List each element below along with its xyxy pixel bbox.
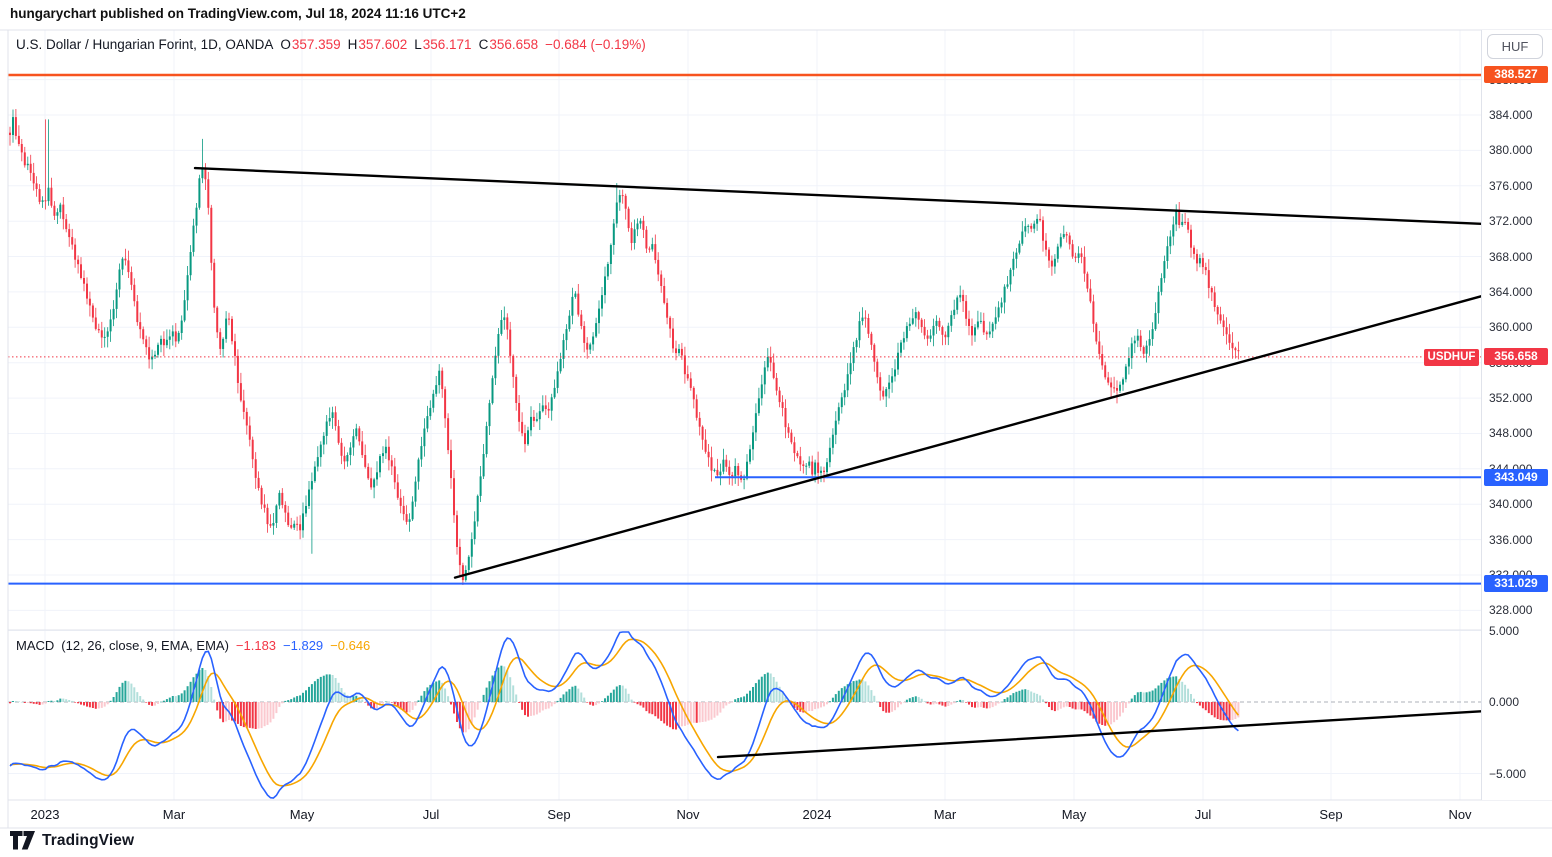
symbol-legend: U.S. Dollar / Hungarian Forint, 1D, OAND…	[16, 37, 646, 52]
price-tick-label: 376.000	[1489, 179, 1533, 193]
time-axis-month-label: Sep	[547, 807, 571, 822]
macd-line-value: −1.829	[283, 638, 324, 653]
ohlc-open: O357.359	[280, 37, 341, 52]
support-level-badge-2: 331.029	[1484, 575, 1548, 592]
time-axis-month-label: May	[1061, 807, 1087, 822]
price-tick-label: 364.000	[1489, 285, 1533, 299]
macd-tick-label: 0.000	[1489, 695, 1520, 709]
price-tick-label: 348.000	[1489, 426, 1533, 440]
price-tick-label: 340.000	[1489, 497, 1533, 511]
time-axis-month-label: May	[289, 807, 315, 822]
time-axis-month-label: Jul	[1194, 807, 1212, 822]
price-tick-label: 368.000	[1489, 250, 1533, 264]
price-tick-label: 352.000	[1489, 391, 1533, 405]
macd-series	[9, 631, 1240, 799]
macd-histogram-value: −1.183	[235, 638, 277, 653]
resistance-level-badge: 388.527	[1484, 66, 1548, 83]
macd-tick-label: 5.000	[1489, 624, 1520, 638]
tradingview-logo[interactable]: TradingView	[10, 831, 134, 850]
price-tick-label: 360.000	[1489, 320, 1533, 334]
price-tick-label: 380.000	[1489, 143, 1533, 157]
time-axis-month-label: Mar	[933, 807, 957, 822]
time-axis-year-label: 2023	[30, 807, 60, 822]
macd-ascending-trendline	[716, 710, 1483, 759]
tradingview-wordmark: TradingView	[42, 831, 135, 849]
ascending-support-trendline	[453, 295, 1483, 579]
time-axis-month-label: Sep	[1319, 807, 1343, 822]
time-axis-month-label: Nov	[676, 807, 700, 822]
price-tick-label: 384.000	[1489, 108, 1533, 122]
tradingview-logo-icon	[10, 831, 35, 850]
candlestick-series	[9, 109, 1240, 585]
ohlc-low: L356.171	[414, 37, 472, 52]
time-axis[interactable]: 2023 Mar May Jul Sep Nov 2024 Mar May Jul Sep Nov	[0, 801, 1481, 828]
time-axis-month-label: Nov	[1448, 807, 1472, 822]
macd-legend: MACD (12, 26, close, 9, EMA, EMA) −1.183…	[16, 638, 370, 653]
time-axis-month-label: Jul	[422, 807, 440, 822]
ohlc-high: H357.602	[347, 37, 408, 52]
descending-resistance-trendline	[193, 166, 1483, 226]
macd-signal-value: −0.646	[330, 638, 371, 653]
current-price-badge: 356.658	[1484, 348, 1548, 365]
price-change: −0.684 (−0.19%)	[545, 37, 646, 52]
price-tick-label: 328.000	[1489, 603, 1533, 617]
price-tick-label: 336.000	[1489, 533, 1533, 547]
ohlc-close: C356.658	[478, 37, 539, 52]
currency-toggle-button[interactable]: HUF	[1487, 34, 1543, 59]
time-axis-year-label: 2024	[802, 807, 832, 822]
support-level-badge-1: 343.049	[1484, 469, 1548, 486]
price-tick-label: 372.000	[1489, 214, 1533, 228]
time-axis-month-label: Mar	[162, 807, 186, 822]
macd-title[interactable]: MACD	[16, 638, 55, 653]
price-scale[interactable]: HUF 388.000384.000380.000376.000372.0003…	[1481, 30, 1552, 800]
attribution-text: hungarychart published on TradingView.co…	[10, 6, 466, 21]
symbol-price-chip: USDHUF	[1424, 349, 1479, 366]
macd-params: (12, 26, close, 9, EMA, EMA)	[61, 638, 229, 653]
symbol-title[interactable]: U.S. Dollar / Hungarian Forint, 1D, OAND…	[16, 37, 274, 52]
macd-tick-label: −5.000	[1489, 767, 1527, 781]
